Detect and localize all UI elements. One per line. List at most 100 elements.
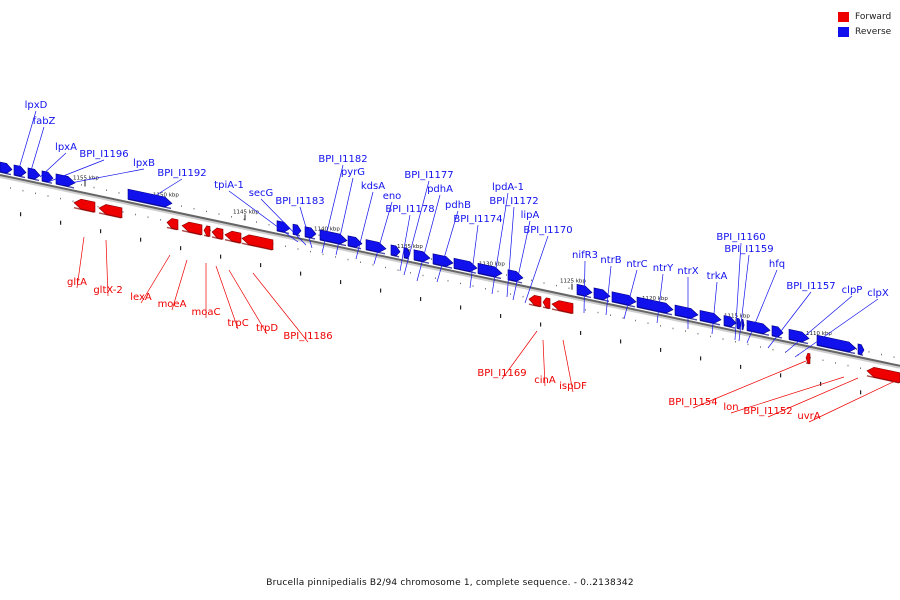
- tick-dot-lower: [860, 367, 861, 369]
- forward-gene-label-cina: cinA: [534, 375, 556, 386]
- forward-gene-leader-trpd: [228, 269, 268, 335]
- forward-gene-arrow-6: [211, 227, 224, 240]
- reverse-gene-arrow-23-shade: [636, 306, 673, 316]
- tick-dot-lower: [310, 250, 311, 253]
- tick-dot-upper: [268, 223, 270, 226]
- tick-dot-lower: [522, 295, 524, 298]
- reverse-gene-arrow-2-shade: [13, 174, 26, 179]
- tick-dot-lower: [210, 229, 211, 232]
- forward-gene-arrow-11: [551, 300, 574, 314]
- forward-gene-label-glta: gltA: [67, 277, 87, 288]
- forward-gene-label-ispdf: ispDF: [559, 381, 587, 392]
- reverse-gene-arrow-16: [432, 253, 454, 267]
- tick-dot-lower: [322, 253, 324, 256]
- reverse-gene-arrow-32-shade: [816, 344, 856, 355]
- tick-dot-lower: [122, 211, 124, 213]
- tick-mark: [620, 339, 622, 344]
- forward-gene-arrow-10: [542, 297, 551, 309]
- scale-label-1130-kbp: 1130 kbp: [479, 262, 505, 268]
- scale-label-1150-kbp: 1150 kbp: [153, 192, 179, 198]
- reverse-gene-leader-tpia-1: [228, 190, 299, 243]
- tick-dot-lower: [622, 317, 624, 319]
- reverse-gene-arrow-13-shade: [390, 254, 400, 258]
- reverse-gene-arrow-12: [365, 239, 387, 253]
- scale-label-1140-kbp: 1140 kbp: [314, 227, 340, 233]
- forward-gene-arrow-3: [166, 218, 179, 231]
- reverse-gene-leader-clpx: [794, 298, 879, 358]
- tick-dot-upper: [193, 208, 195, 210]
- tick-dot-lower: [47, 195, 49, 197]
- forward-gene-leader-bpi-i1152: [767, 377, 859, 418]
- reverse-gene-arrow-18-shade: [477, 272, 502, 280]
- reverse-gene-label-fabz: fabZ: [33, 116, 56, 127]
- reverse-gene-label-bpi-i1192: BPI_I1192: [157, 168, 206, 179]
- tick-dot-lower: [22, 189, 24, 192]
- tick-dot-upper: [231, 215, 232, 218]
- forward-gene-label-bpi-i1154: BPI_I1154: [668, 397, 717, 408]
- reverse-gene-arrow-4: [41, 170, 54, 183]
- reverse-gene-label-bpi-i1172: BPI_I1172: [489, 196, 538, 207]
- reverse-gene-leader-lpxb: [59, 168, 145, 186]
- tick-dot-lower: [697, 333, 699, 335]
- scale-label-1120-kbp: 1120 kbp: [642, 296, 668, 302]
- tick-dot-lower: [347, 258, 349, 261]
- tick-mark: [500, 314, 502, 318]
- tick-dot-upper: [543, 282, 545, 284]
- reverse-gene-arrow-9: [304, 226, 317, 239]
- tick-dot-lower: [610, 314, 611, 316]
- reverse-gene-arrow-26: [723, 315, 737, 328]
- reverse-gene-label-clpp: clpP: [842, 285, 863, 296]
- reverse-gene-label-secg: secG: [249, 188, 274, 199]
- tick-dot-lower: [297, 248, 299, 250]
- forward-gene-leader-bpi-i1154: [692, 360, 807, 409]
- tick-dot-lower: [497, 290, 499, 293]
- tick-dot-lower: [360, 261, 361, 263]
- tick-dot-lower: [585, 309, 586, 311]
- legend-reverse: Reverse: [838, 24, 891, 39]
- reverse-gene-arrow-27: [736, 317, 742, 330]
- tick-dot-lower: [835, 362, 836, 364]
- forward-gene-label-lon: lon: [723, 402, 738, 413]
- reverse-gene-arrow-33-shade: [857, 353, 864, 356]
- reverse-gene-label-lipa: lipA: [521, 210, 540, 221]
- tick-dot-upper: [206, 210, 207, 213]
- tick-mark: [340, 280, 342, 285]
- reverse-swatch: [838, 26, 849, 37]
- scale-label-1145-kbp: 1145 kbp: [233, 209, 259, 215]
- tick-dot-lower: [772, 348, 774, 351]
- reverse-gene-arrow-2: [13, 164, 27, 177]
- tick-dot-lower: [422, 274, 424, 277]
- forward-gene-leader-lexa: [140, 254, 171, 304]
- forward-gene-label-bpi-i1152: BPI_I1152: [743, 406, 792, 417]
- forward-gene-arrow-2-shade: [98, 212, 122, 219]
- tick-dot-lower: [722, 338, 724, 340]
- reverse-gene-label-ntrc: ntrC: [626, 259, 647, 270]
- forward-gene-arrow-13: [866, 366, 900, 384]
- reverse-gene-arrow-19-shade: [507, 279, 523, 284]
- reverse-gene-arrow-29: [746, 319, 771, 335]
- reverse-gene-label-eno: eno: [383, 191, 402, 202]
- reverse-gene-label-lpxa: lpxA: [55, 142, 77, 153]
- forward-gene-label-gltx-2: gltX-2: [93, 285, 122, 296]
- tick-dot-lower: [785, 351, 786, 354]
- tick-mark: [660, 347, 662, 352]
- tick-mark: [700, 356, 702, 361]
- forward-gene-label-moac: moaC: [192, 307, 221, 318]
- tick-dot-lower: [10, 187, 11, 189]
- tick-dot-upper: [106, 189, 107, 191]
- forward-gene-leader-moea: [171, 259, 188, 311]
- reverse-gene-leader-lipa: [512, 220, 531, 301]
- reverse-gene-label-bpi-i1182: BPI_I1182: [318, 154, 367, 165]
- legend-forward-label: Forward: [855, 11, 892, 22]
- reverse-gene-arrow-22-shade: [611, 301, 636, 308]
- reverse-gene-arrow-14: [403, 247, 411, 259]
- forward-gene-arrow-12: [805, 352, 811, 365]
- reverse-gene-arrow-15: [413, 249, 431, 262]
- tick-dot-lower: [685, 330, 686, 332]
- tick-dot-upper: [256, 221, 257, 223]
- reverse-gene-arrow-16-shade: [432, 263, 453, 269]
- tick-mark: [100, 229, 102, 234]
- tick-mark: [60, 220, 62, 225]
- tick-dot-lower: [735, 340, 736, 343]
- reverse-gene-label-hfq: hfq: [769, 259, 785, 270]
